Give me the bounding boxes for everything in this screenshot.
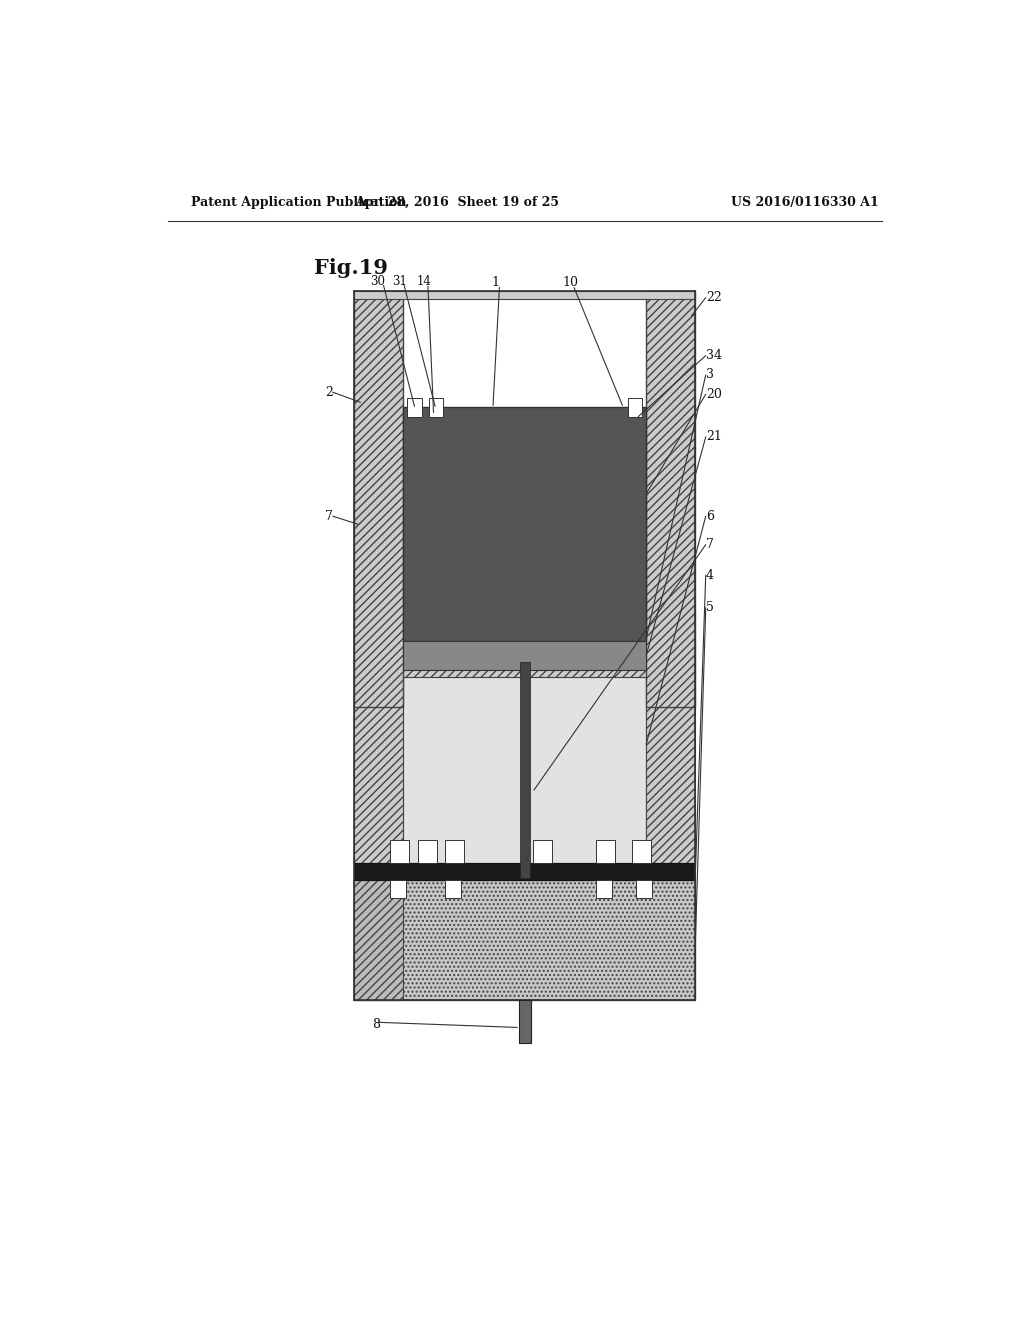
Bar bbox=[354, 880, 695, 1001]
Bar bbox=[418, 841, 436, 863]
Text: Apr. 28, 2016  Sheet 19 of 25: Apr. 28, 2016 Sheet 19 of 25 bbox=[355, 195, 559, 209]
Bar bbox=[628, 399, 642, 417]
Bar bbox=[445, 880, 462, 899]
Bar bbox=[354, 642, 695, 677]
Bar bbox=[354, 863, 695, 880]
Text: 3: 3 bbox=[706, 368, 714, 381]
Text: Patent Application Publication: Patent Application Publication bbox=[191, 195, 407, 209]
Text: 1: 1 bbox=[492, 276, 500, 289]
Bar bbox=[532, 841, 552, 863]
Bar bbox=[354, 290, 403, 708]
Bar bbox=[646, 677, 695, 863]
Text: 31: 31 bbox=[392, 275, 407, 288]
Bar bbox=[596, 841, 615, 863]
Text: Fig.19: Fig.19 bbox=[314, 259, 388, 279]
Bar bbox=[429, 399, 443, 417]
Bar bbox=[403, 408, 646, 642]
Text: 2: 2 bbox=[325, 385, 333, 399]
Bar bbox=[519, 1001, 530, 1043]
Text: 4: 4 bbox=[706, 569, 714, 582]
Text: 34: 34 bbox=[706, 348, 722, 362]
Text: US 2016/0116330 A1: US 2016/0116330 A1 bbox=[731, 195, 879, 209]
Bar bbox=[403, 642, 646, 669]
Text: 7: 7 bbox=[325, 510, 333, 523]
Bar bbox=[390, 841, 409, 863]
Bar bbox=[354, 880, 403, 1001]
Bar bbox=[390, 880, 406, 899]
Bar bbox=[636, 880, 652, 899]
Bar bbox=[596, 880, 612, 899]
Bar bbox=[403, 677, 646, 863]
Bar bbox=[354, 290, 695, 298]
Text: 5: 5 bbox=[706, 601, 714, 614]
Text: 21: 21 bbox=[706, 430, 722, 444]
Text: 7: 7 bbox=[706, 539, 714, 552]
Bar bbox=[354, 677, 403, 863]
Bar bbox=[408, 399, 422, 417]
Text: 22: 22 bbox=[706, 292, 722, 304]
Text: 10: 10 bbox=[563, 276, 579, 289]
Bar bbox=[445, 841, 465, 863]
Text: 30: 30 bbox=[371, 275, 385, 288]
Bar bbox=[646, 290, 695, 708]
Bar bbox=[632, 841, 651, 863]
Bar bbox=[519, 661, 530, 878]
Text: 14: 14 bbox=[417, 275, 431, 288]
Text: 8: 8 bbox=[373, 1018, 381, 1031]
Text: 20: 20 bbox=[706, 388, 722, 401]
Text: 6: 6 bbox=[706, 510, 714, 523]
